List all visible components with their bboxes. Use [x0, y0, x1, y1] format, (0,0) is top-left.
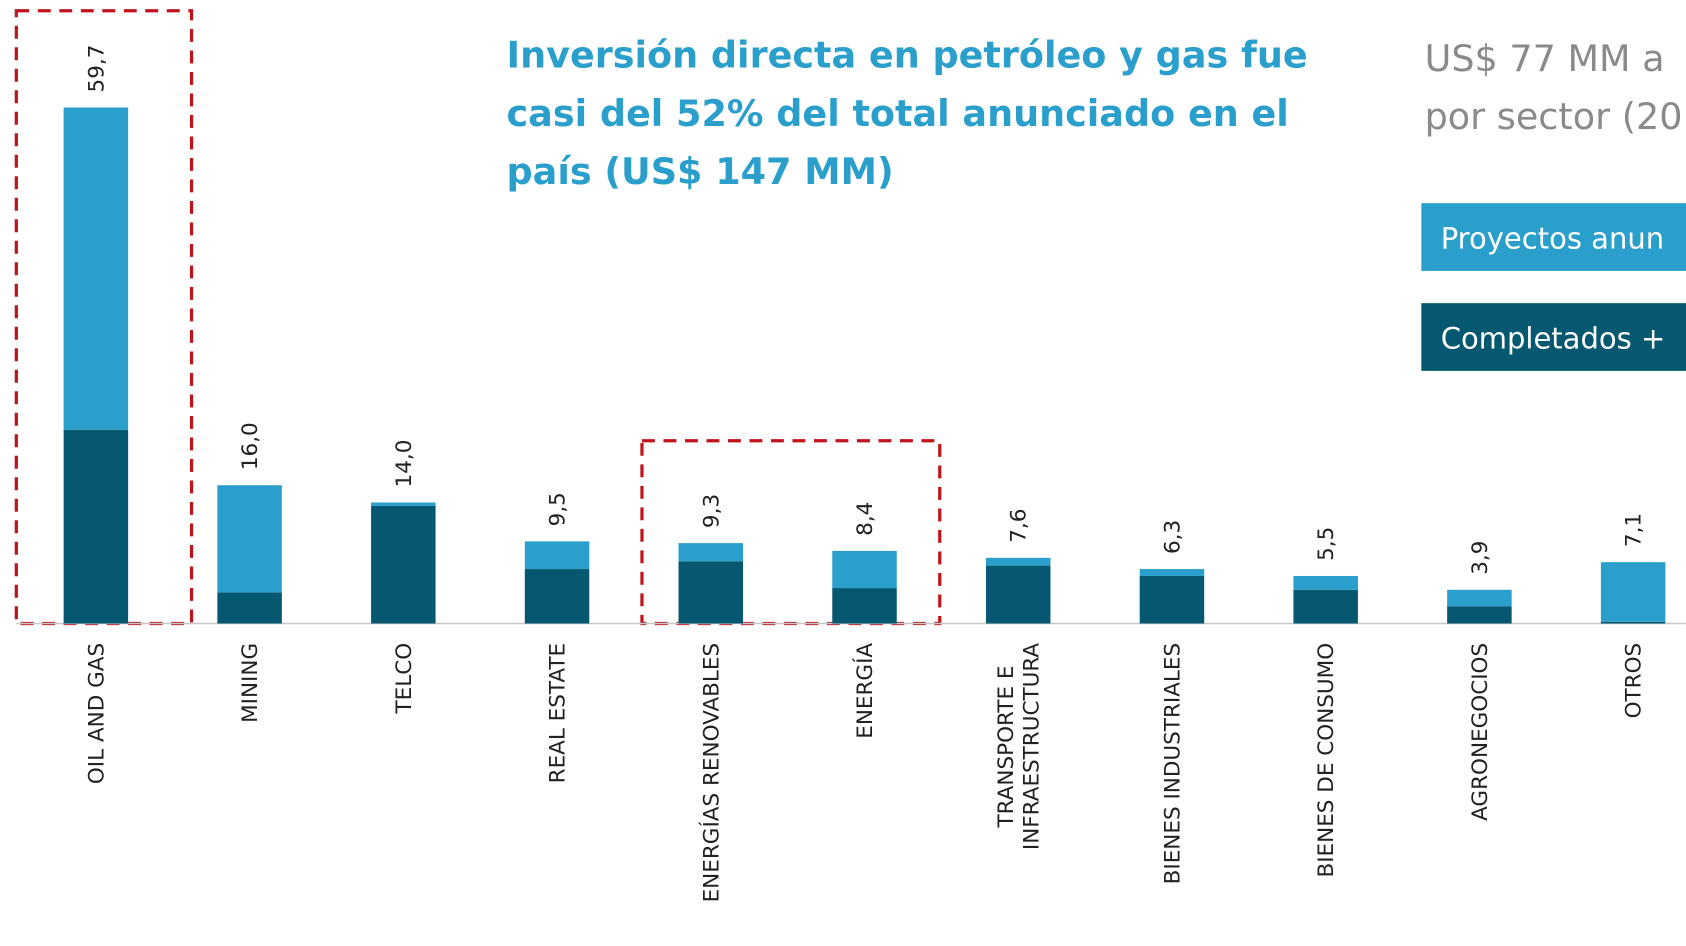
x-tick-label: TRANSPORTE EINFRAESTRUCTURA — [994, 643, 1045, 851]
x-tick-label: AGRONEGOCIOS — [1468, 643, 1493, 821]
x-tick-label: BIENES INDUSTRIALES — [1160, 643, 1185, 885]
bar-segment — [371, 502, 436, 506]
x-tick-label: OTROS — [1622, 643, 1647, 719]
bar-segment — [832, 550, 897, 589]
x-tick-label: MINING — [238, 643, 263, 723]
total-label: 3,9 — [1468, 541, 1493, 575]
bar-segment — [1139, 575, 1205, 624]
bar-segment — [832, 588, 897, 624]
bar-segment — [1600, 562, 1666, 622]
total-label: 9,3 — [699, 494, 724, 528]
bar-segment — [63, 107, 129, 430]
legend-label: Proyectos anun — [1441, 221, 1664, 255]
bar-segment — [217, 592, 282, 624]
x-tick-label: ENERGÍA — [852, 643, 878, 739]
bar-segment — [371, 505, 436, 624]
total-label: 16,0 — [238, 422, 263, 470]
chart-title: Inversión directa en petróleo y gas fue — [507, 34, 1308, 77]
bar-segment — [1139, 569, 1205, 576]
total-label: 14,0 — [392, 440, 417, 488]
bar-segment — [63, 429, 129, 624]
bar-segment — [1447, 606, 1512, 624]
bar-segment — [1600, 621, 1666, 624]
bar-segment — [1447, 589, 1512, 607]
bar-segment — [524, 541, 590, 570]
bar-segment — [985, 565, 1051, 624]
legend-label: Completados + — [1441, 321, 1666, 355]
bar-segment — [678, 543, 744, 562]
total-label: 8,4 — [853, 502, 878, 536]
x-tick-label: ENERGÍAS RENOVABLES — [698, 643, 724, 903]
x-tick-label: OIL AND GAS — [84, 643, 109, 784]
total-label: 9,5 — [546, 492, 571, 526]
bar-segment — [217, 485, 282, 593]
highlight-box — [14, 9, 194, 626]
chart-title: país (US$ 147 MM) — [507, 150, 894, 193]
side-title: por sector (20 — [1425, 95, 1683, 138]
bar-segment — [678, 561, 744, 624]
total-label: 6,3 — [1160, 520, 1185, 554]
bar-segment — [524, 569, 590, 624]
x-tick-label: TELCO — [392, 643, 417, 715]
x-tick-label: BIENES DE CONSUMO — [1314, 643, 1339, 878]
chart-title: casi del 52% del total anunciado en el — [507, 92, 1289, 135]
legend-swatch — [1421, 303, 1686, 371]
total-label: 59,7 — [84, 45, 109, 93]
bar-segment — [1293, 575, 1358, 590]
total-label: 7,6 — [1007, 509, 1032, 543]
bar-segment — [985, 557, 1051, 566]
x-tick-label: REAL ESTATE — [546, 643, 571, 784]
side-title: US$ 77 MM a — [1425, 37, 1665, 80]
total-label: 5,5 — [1314, 527, 1339, 561]
total-label: 7,1 — [1622, 513, 1647, 547]
legend-swatch — [1421, 203, 1686, 271]
bar-segment — [1293, 589, 1358, 624]
